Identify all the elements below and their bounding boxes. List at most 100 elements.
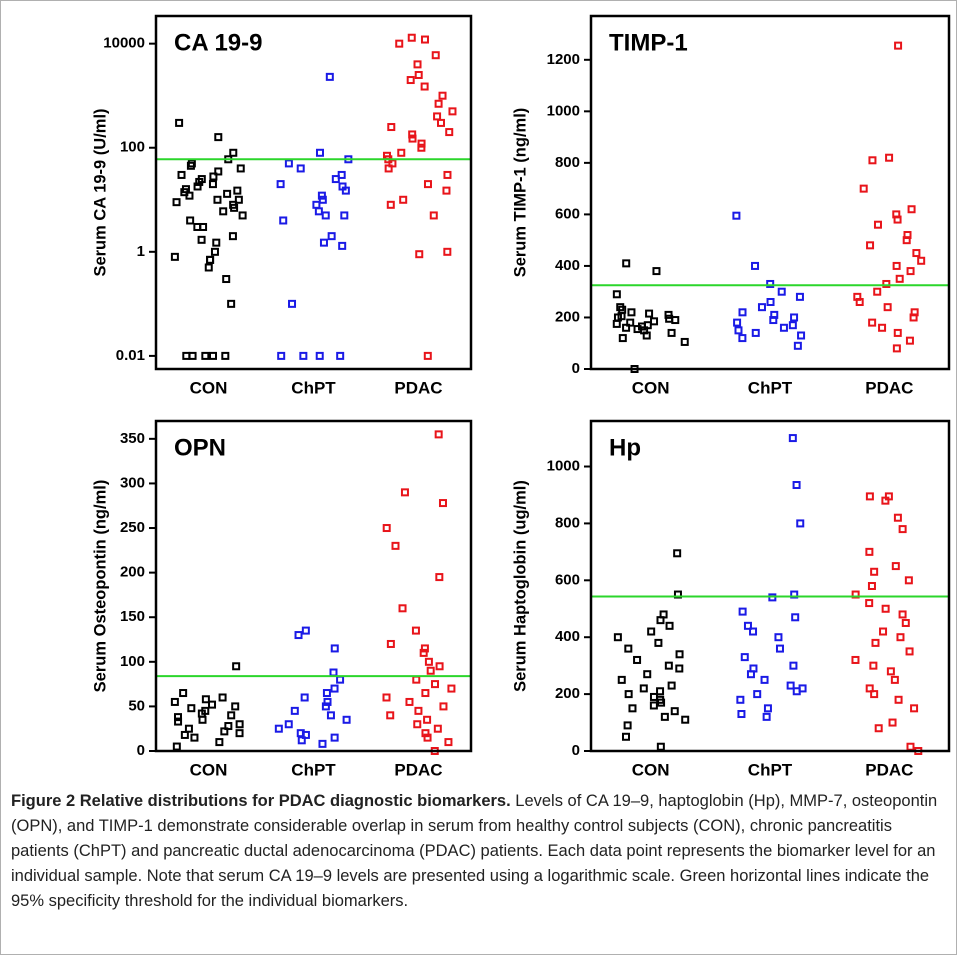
- y-axis-label: Serum CA 19-9 (U/ml): [91, 108, 109, 276]
- data-point: [660, 712, 669, 721]
- data-point: [420, 82, 429, 91]
- data-point: [276, 180, 285, 189]
- data-point: [892, 261, 901, 270]
- plot-frame: [154, 14, 473, 371]
- data-point: [236, 164, 245, 173]
- plot-frame: [589, 419, 951, 753]
- data-point: [420, 644, 429, 653]
- data-point: [894, 695, 903, 704]
- data-point: [382, 524, 391, 533]
- x-tick-label: ChPT: [291, 378, 336, 397]
- data-point: [210, 247, 219, 256]
- data-point: [627, 308, 636, 317]
- data-point: [329, 668, 338, 677]
- data-point: [774, 633, 783, 642]
- data-point: [917, 256, 926, 265]
- y-tick-label: 100: [120, 653, 145, 670]
- panel-title: TIMP-1: [609, 29, 688, 56]
- data-point: [851, 655, 860, 664]
- data-point: [406, 76, 415, 85]
- data-point: [884, 492, 893, 501]
- data-point: [235, 720, 244, 729]
- data-point: [421, 729, 430, 738]
- data-point: [417, 143, 426, 152]
- data-point: [212, 238, 221, 247]
- data-point: [896, 633, 905, 642]
- x-tick-label: ChPT: [291, 760, 336, 779]
- data-point: [426, 666, 435, 675]
- data-point: [170, 697, 179, 706]
- data-point: [174, 717, 183, 726]
- data-point: [881, 604, 890, 613]
- data-point: [865, 599, 874, 608]
- data-point: [670, 707, 679, 716]
- data-point: [232, 662, 241, 671]
- y-axis-label: Serum TIMP-1 (ng/ml): [511, 108, 529, 278]
- data-point: [231, 702, 240, 711]
- data-point: [382, 693, 391, 702]
- data-point: [645, 309, 654, 318]
- y-axis-label: Serum Osteopontin (ng/ml): [91, 480, 109, 693]
- data-point: [201, 351, 210, 360]
- data-point: [223, 189, 232, 198]
- data-point: [901, 618, 910, 627]
- data-point: [749, 627, 758, 636]
- data-point: [753, 690, 762, 699]
- data-point: [284, 159, 293, 168]
- data-point: [337, 170, 346, 179]
- data-point: [400, 488, 409, 497]
- data-point: [883, 303, 892, 312]
- y-tick-label: 350: [120, 430, 145, 447]
- data-point: [209, 172, 218, 181]
- y-tick-label: 50: [128, 697, 145, 714]
- data-point: [893, 328, 902, 337]
- data-point: [865, 492, 874, 501]
- data-point: [905, 647, 914, 656]
- data-point: [732, 211, 741, 220]
- data-point: [888, 718, 897, 727]
- data-point: [757, 303, 766, 312]
- data-point: [442, 186, 451, 195]
- data-point: [224, 722, 233, 731]
- data-point: [874, 724, 883, 733]
- data-point: [789, 661, 798, 670]
- data-point: [315, 148, 324, 157]
- data-point: [199, 222, 208, 231]
- data-point: [215, 738, 224, 747]
- data-point: [738, 334, 747, 343]
- data-point: [639, 684, 648, 693]
- data-point: [616, 303, 625, 312]
- data-point: [319, 238, 328, 247]
- data-point: [229, 148, 238, 157]
- data-point: [626, 318, 635, 327]
- data-point: [187, 159, 196, 168]
- y-tick-label: 150: [120, 608, 145, 625]
- data-point: [743, 621, 752, 630]
- data-point: [227, 299, 236, 308]
- data-point: [851, 590, 860, 599]
- data-point: [749, 664, 758, 673]
- data-point: [288, 299, 297, 308]
- data-point: [407, 33, 416, 42]
- data-point: [751, 328, 760, 337]
- data-point: [318, 739, 327, 748]
- y-tick-label: 300: [120, 474, 145, 491]
- y-tick-label: 250: [120, 519, 145, 536]
- data-point: [788, 321, 797, 330]
- data-point: [894, 41, 903, 50]
- data-point: [321, 702, 330, 711]
- data-point: [866, 241, 875, 250]
- data-point: [673, 590, 682, 599]
- data-point: [665, 621, 674, 630]
- data-point: [652, 267, 661, 276]
- data-point: [790, 313, 799, 322]
- data-point: [197, 175, 206, 184]
- data-point: [760, 675, 769, 684]
- data-point: [229, 200, 238, 209]
- data-point: [898, 525, 907, 534]
- data-point: [443, 247, 452, 256]
- data-point: [214, 133, 223, 142]
- data-point: [234, 195, 243, 204]
- data-point: [675, 664, 684, 673]
